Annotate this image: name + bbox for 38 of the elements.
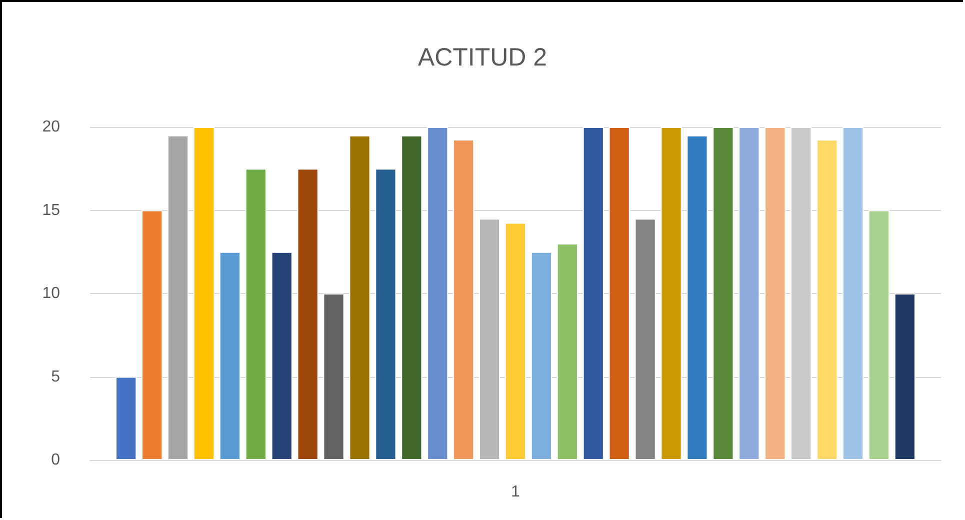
bar [297,168,318,460]
bar [453,139,474,460]
bar [141,210,163,460]
bar [193,127,215,460]
y-tick-label: 5 [51,368,60,386]
bar [375,168,396,460]
bar [686,135,708,460]
bar [738,127,760,460]
bar [582,127,604,460]
bar [764,127,786,460]
bar [842,127,864,460]
y-tick-label: 0 [51,452,60,468]
y-tick-label: 20 [42,118,60,136]
bar [894,294,916,460]
bar [401,135,422,460]
bar [504,222,526,460]
bar [271,252,292,460]
bar [427,127,448,460]
bar [478,218,500,460]
bar [556,244,578,460]
bar [530,252,552,460]
bar [219,252,240,460]
bar [660,127,682,460]
y-tick-label: 10 [42,285,60,302]
bar [790,127,812,460]
bar [116,376,137,460]
bar [608,127,630,460]
bar [712,127,734,460]
bar [634,218,656,460]
y-tick-label: 15 [42,202,60,219]
bar [167,135,189,460]
chart-title: ACTITUD 2 [418,44,548,72]
x-tick-label: 1 [511,484,520,500]
bar [816,139,838,460]
bar [868,210,890,460]
bar [349,135,370,460]
bar [323,294,344,460]
bar [245,168,266,460]
